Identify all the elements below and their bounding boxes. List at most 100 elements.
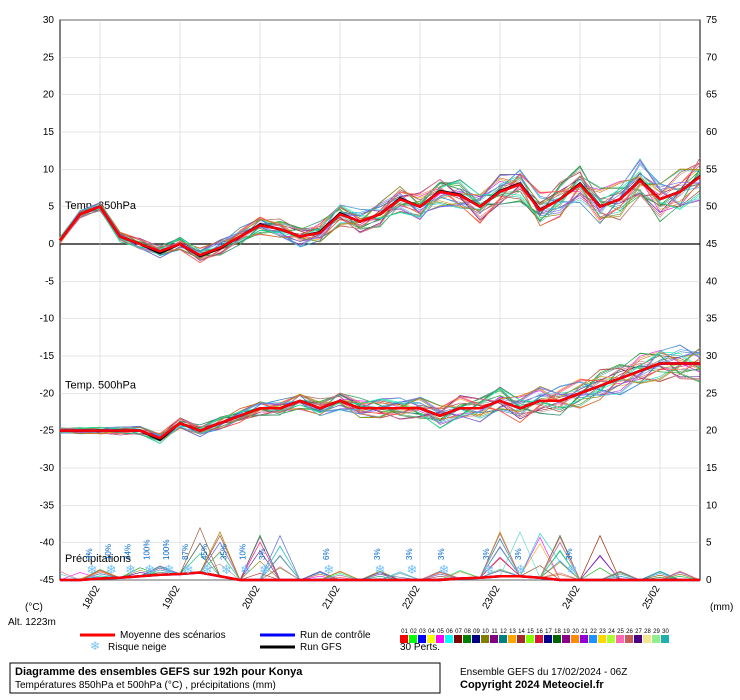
chart-svg: -45-40-35-30-25-20-15-10-505101520253005… (0, 0, 740, 700)
ytick-right: 60 (706, 127, 718, 138)
ytick-right: 50 (706, 202, 718, 213)
ytick-left: 20 (43, 90, 55, 101)
snow-pct: 87% (181, 544, 190, 560)
pert-swatch (535, 635, 543, 643)
ytick-left: -10 (40, 314, 55, 325)
snow-icon: ❄ (183, 562, 194, 577)
pert-number: 12 (500, 629, 507, 635)
pert-swatch (508, 635, 516, 643)
pert-500 (60, 358, 700, 436)
pert-swatch (589, 635, 597, 643)
ytick-left: -35 (40, 500, 55, 511)
snow-icon: ❄ (221, 562, 232, 577)
ytick-right: 30 (706, 351, 718, 362)
pert-swatch (553, 635, 561, 643)
ytick-left: -25 (40, 426, 55, 437)
pert-number: 28 (644, 629, 651, 635)
pert-swatch (625, 635, 633, 643)
ytick-right: 45 (706, 239, 718, 250)
legend-mean: Moyenne des scénarios (120, 630, 226, 641)
pert-850 (60, 171, 700, 250)
snow-pct: 45% (200, 544, 209, 560)
pert-number: 04 (428, 629, 435, 635)
pert-number: 25 (617, 629, 624, 635)
temp500-label: Temp. 500hPa (65, 379, 137, 391)
xtick-date: 20/02 (241, 584, 263, 612)
pert-number: 26 (626, 629, 633, 635)
pert-number: 20 (572, 629, 579, 635)
ytick-right: 15 (706, 463, 718, 474)
ytick-left: 0 (48, 239, 54, 250)
pert-swatch (427, 635, 435, 643)
snow-icon: ❄ (323, 562, 334, 577)
pert-number: 01 (401, 629, 408, 635)
pert-number: 30 (662, 629, 669, 635)
legend-snow: Risque neige (108, 642, 167, 653)
snow-icon: ❄ (515, 562, 526, 577)
ytick-right: 40 (706, 276, 718, 287)
pert-number: 06 (446, 629, 453, 635)
footer-title: Diagramme des ensembles GEFS sur 192h po… (15, 666, 303, 678)
ytick-left: -40 (40, 538, 55, 549)
ensemble-chart: -45-40-35-30-25-20-15-10-505101520253005… (0, 0, 740, 700)
pert-swatch (598, 635, 606, 643)
pert-number: 03 (419, 629, 426, 635)
pert-number: 14 (518, 629, 525, 635)
pert-500 (60, 352, 700, 444)
snow-pct: 100% (162, 540, 171, 560)
pert-swatch (634, 635, 642, 643)
pert-number: 08 (464, 629, 471, 635)
pert-500 (60, 353, 700, 441)
pert-swatch (472, 635, 480, 643)
pert-number: 19 (563, 629, 570, 635)
pert-swatch (445, 635, 453, 643)
pert-850 (60, 174, 700, 250)
xtick-date: 24/02 (561, 584, 583, 612)
legend-gfs: Run GFS (300, 642, 342, 653)
pert-swatch (652, 635, 660, 643)
footer-copyright: Copyright 2024 Meteociel.fr (460, 679, 604, 691)
snow-icon: ❄ (407, 562, 418, 577)
pert-swatch (526, 635, 534, 643)
left-axis-unit: (°C) (25, 602, 43, 613)
pert-500 (60, 345, 700, 440)
pert-swatch (571, 635, 579, 643)
ytick-right: 70 (706, 52, 718, 63)
xtick-date: 23/02 (481, 584, 503, 612)
footer-subtitle: Températures 850hPa et 500hPa (°C) , pré… (15, 680, 276, 691)
snow-icon: ❄ (163, 562, 174, 577)
pert-number: 17 (545, 629, 552, 635)
ytick-right: 25 (706, 388, 718, 399)
ytick-left: 15 (43, 127, 55, 138)
pert-number: 23 (599, 629, 606, 635)
pert-swatch (607, 635, 615, 643)
ytick-right: 0 (706, 575, 712, 586)
pert-swatch (409, 635, 417, 643)
pert-swatch (481, 635, 489, 643)
pert-number: 22 (590, 629, 597, 635)
pert-number: 10 (482, 629, 489, 635)
snow-pct: 10% (104, 544, 113, 560)
pert-number: 07 (455, 629, 462, 635)
pert-swatch (418, 635, 426, 643)
pert-swatch (580, 635, 588, 643)
gfs-500 (60, 363, 700, 439)
snow-icon: ❄ (87, 562, 98, 577)
altitude-label: Alt. 1223m (8, 617, 56, 628)
ytick-right: 55 (706, 164, 718, 175)
legend-snow-icon: ❄ (90, 639, 100, 653)
xtick-date: 25/02 (641, 584, 663, 612)
snow-icon: ❄ (240, 562, 251, 577)
pert-500 (60, 354, 700, 438)
pert-swatch (562, 635, 570, 643)
ytick-right: 35 (706, 314, 718, 325)
footer-run: Ensemble GEFS du 17/02/2024 - 06Z (460, 667, 627, 678)
pert-swatch (400, 635, 408, 643)
pert-850 (60, 166, 700, 256)
ytick-left: -45 (40, 575, 55, 586)
pert-number: 27 (635, 629, 642, 635)
pert-number: 05 (437, 629, 444, 635)
pert-number: 21 (581, 629, 588, 635)
ytick-left: -20 (40, 388, 55, 399)
snow-pct: 6% (322, 548, 331, 560)
